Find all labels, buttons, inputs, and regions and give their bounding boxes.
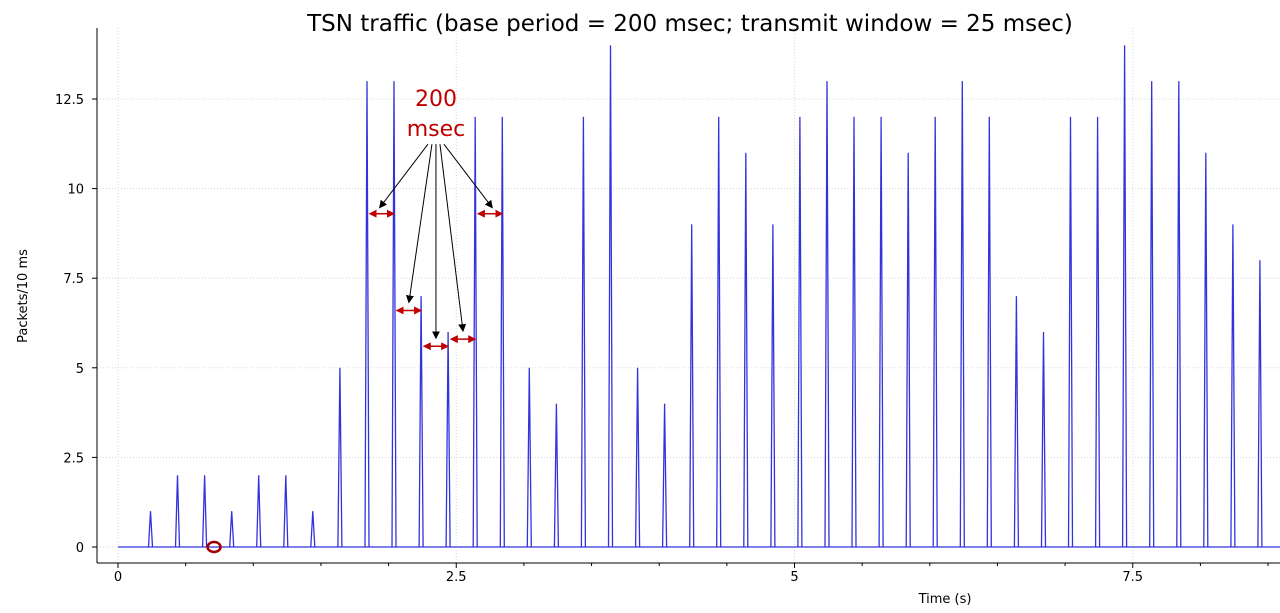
data-spike <box>1121 45 1128 548</box>
y-tick-label: 5 <box>76 362 84 377</box>
x-tick-label: 2.5 <box>446 570 467 585</box>
chart-title: TSN traffic (base period = 200 msec; tra… <box>306 11 1073 37</box>
data-spike <box>553 403 560 548</box>
data-spike <box>824 81 830 548</box>
data-spike <box>1094 116 1101 548</box>
pointer-arrow <box>405 144 433 304</box>
data-spike <box>310 511 316 548</box>
data-spike <box>1149 81 1155 548</box>
grid-lines <box>97 28 1280 563</box>
highlight-circle <box>206 540 222 554</box>
x-axis-label: Time (s) <box>918 592 972 607</box>
data-spike <box>959 81 965 548</box>
x-tick-label: 7.5 <box>1122 570 1143 585</box>
y-tick-label: 10 <box>67 183 84 198</box>
annotation-label-line: msec <box>407 117 466 142</box>
data-spike <box>1013 296 1020 548</box>
data-spike <box>851 116 857 548</box>
data-spike <box>229 511 235 548</box>
data-spike <box>1257 260 1263 548</box>
y-tick-label: 0 <box>76 541 84 556</box>
data-spike <box>770 224 776 548</box>
x-tick-label: 5 <box>790 570 798 585</box>
data-spike <box>499 116 505 548</box>
annotation-layer: 200 msec <box>206 87 504 554</box>
data-spike <box>689 224 695 548</box>
data-spike <box>256 475 262 548</box>
y-axis-label: Packets/10 ms <box>16 249 31 343</box>
pointer-arrow <box>443 143 493 209</box>
x-tick-label: 0 <box>114 570 122 585</box>
data-spike <box>364 81 370 548</box>
data-spike <box>580 116 587 548</box>
data-spike <box>661 403 668 548</box>
data-spike <box>174 475 181 548</box>
series-line <box>118 45 1280 548</box>
series-layer <box>118 45 1280 548</box>
data-spike <box>634 367 641 548</box>
data-spike <box>391 81 397 548</box>
data-spike <box>1230 224 1236 548</box>
axis-ticks: 0 2.5 5 7.5 10 12.5 0 2.5 5 7.5 <box>55 93 1269 585</box>
y-tick-label: 7.5 <box>63 272 84 287</box>
pointer-arrow <box>379 143 429 209</box>
data-spike <box>283 475 289 548</box>
data-spike <box>932 116 938 548</box>
data-spike <box>201 475 208 548</box>
data-spike <box>1067 116 1074 548</box>
data-spike <box>1040 331 1047 548</box>
data-spike <box>743 152 749 548</box>
data-spike <box>797 116 803 548</box>
data-spike <box>418 296 424 548</box>
data-spike <box>905 152 911 548</box>
data-spike <box>716 116 722 548</box>
data-spike <box>445 331 451 548</box>
data-spike <box>878 116 884 548</box>
data-spike <box>1203 152 1209 548</box>
annotation-label-line: 200 <box>415 87 457 112</box>
data-spike <box>472 116 478 548</box>
data-spike <box>1176 81 1182 548</box>
pointer-arrow <box>439 144 467 333</box>
y-tick-label: 2.5 <box>63 451 84 466</box>
y-tick-label: 12.5 <box>55 93 84 108</box>
data-spike <box>986 116 992 548</box>
data-spike <box>526 367 532 548</box>
data-spike <box>147 511 154 548</box>
data-spike <box>607 45 614 548</box>
data-spike <box>337 367 343 548</box>
